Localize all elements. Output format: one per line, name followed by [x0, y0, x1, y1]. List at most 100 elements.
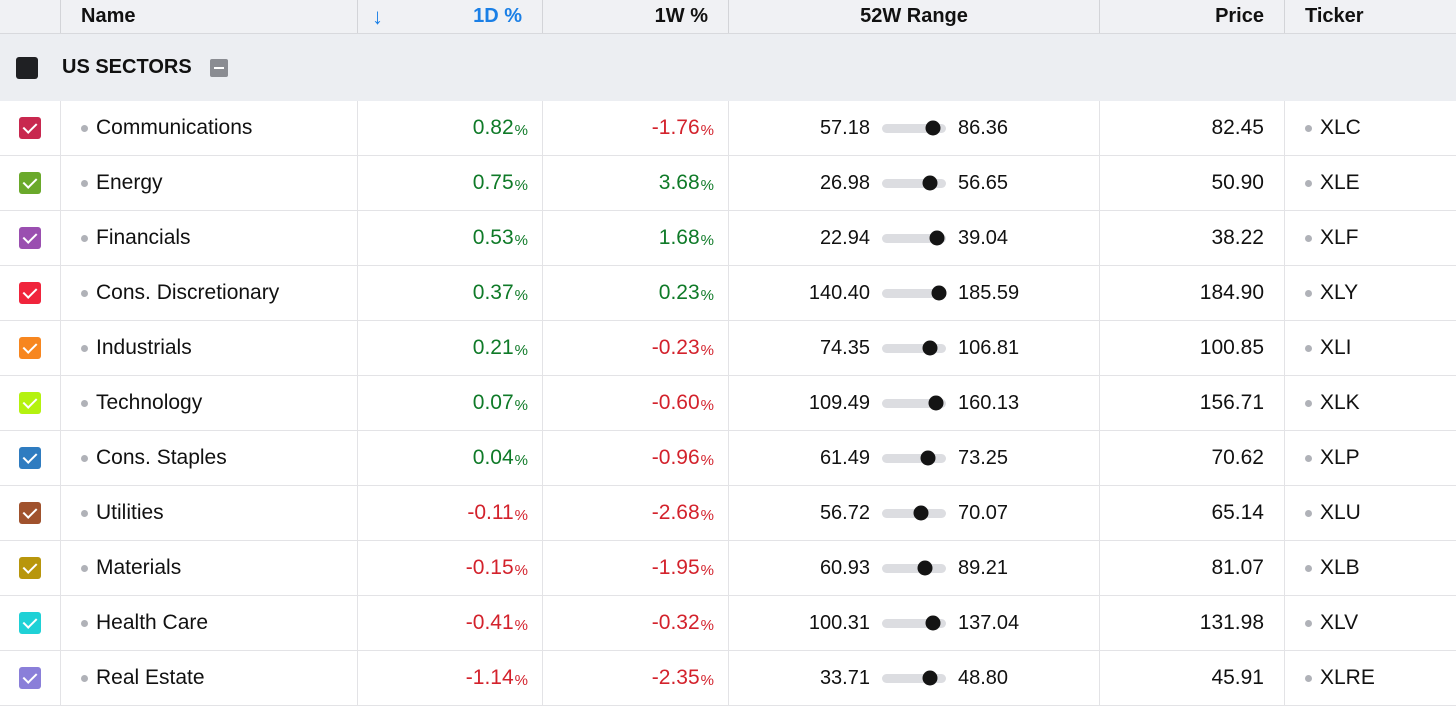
ticker-symbol: XLY: [1320, 281, 1359, 304]
ticker-cell[interactable]: XLP: [1285, 431, 1456, 485]
bullet-icon: [1305, 674, 1312, 682]
row-checkbox[interactable]: [19, 667, 41, 689]
change-1d-cell: -0.11%: [358, 486, 543, 540]
price-value: 100.85: [1199, 336, 1264, 359]
range-track: [882, 560, 946, 576]
group-row-us-sectors: US SECTORS: [0, 34, 1456, 101]
header-select-column: [0, 0, 61, 33]
name-cell[interactable]: Financials: [61, 211, 358, 265]
row-select-cell: [0, 266, 61, 320]
name-cell[interactable]: Communications: [61, 101, 358, 155]
bullet-icon: [1305, 454, 1312, 462]
percent-sign: %: [514, 121, 528, 139]
range-high: 86.36: [958, 116, 1009, 139]
bullet-icon: [1305, 234, 1312, 242]
change-1d-value: -0.41: [465, 611, 514, 634]
table-row[interactable]: Materials -0.15% -1.95% 60.93 89.21 81.0…: [0, 541, 1456, 596]
row-checkbox[interactable]: [19, 282, 41, 304]
header-name[interactable]: Name: [61, 0, 358, 33]
row-checkbox[interactable]: [19, 447, 41, 469]
change-1d-value: 0.07: [472, 391, 514, 414]
ticker-cell[interactable]: XLI: [1285, 321, 1456, 375]
sector-name: Cons. Staples: [96, 446, 227, 469]
percent-sign: %: [514, 176, 528, 194]
change-1w-value: 0.23: [658, 281, 700, 304]
row-select-cell: [0, 596, 61, 650]
change-1w-cell: -0.23%: [543, 321, 729, 375]
table-row[interactable]: Energy 0.75% 3.68% 26.98 56.65 50.90 XLE: [0, 156, 1456, 211]
table-row[interactable]: Financials 0.53% 1.68% 22.94 39.04 38.22…: [0, 211, 1456, 266]
ticker-cell[interactable]: XLC: [1285, 101, 1456, 155]
ticker-cell[interactable]: XLK: [1285, 376, 1456, 430]
range-low: 100.31: [808, 611, 870, 634]
ticker-cell[interactable]: XLU: [1285, 486, 1456, 540]
range-low: 57.18: [819, 116, 870, 139]
table-header: Name ↓ 1D % 1W % 52W Range Price Ticker: [0, 0, 1456, 34]
table-row[interactable]: Communications 0.82% -1.76% 57.18 86.36 …: [0, 101, 1456, 156]
bullet-icon: [81, 344, 88, 352]
percent-sign: %: [700, 121, 714, 139]
sector-name: Materials: [96, 556, 182, 579]
table-row[interactable]: Cons. Staples 0.04% -0.96% 61.49 73.25 7…: [0, 431, 1456, 486]
name-cell[interactable]: Cons. Discretionary: [61, 266, 358, 320]
row-checkbox[interactable]: [19, 392, 41, 414]
name-cell[interactable]: Energy: [61, 156, 358, 210]
row-checkbox[interactable]: [19, 502, 41, 524]
row-checkbox[interactable]: [19, 612, 41, 634]
name-cell[interactable]: Health Care: [61, 596, 358, 650]
header-52w-range[interactable]: 52W Range: [729, 0, 1100, 33]
range-position-marker: [913, 505, 929, 521]
checkmark-icon: [22, 119, 38, 134]
price-value: 156.71: [1199, 391, 1264, 414]
row-checkbox[interactable]: [19, 172, 41, 194]
name-cell[interactable]: Real Estate: [61, 651, 358, 705]
table-row[interactable]: Health Care -0.41% -0.32% 100.31 137.04 …: [0, 596, 1456, 651]
header-ticker[interactable]: Ticker: [1285, 0, 1456, 33]
percent-sign: %: [700, 451, 714, 469]
header-range-label: 52W Range: [860, 5, 968, 27]
change-1d-value: -0.11: [467, 501, 514, 524]
table-row[interactable]: Technology 0.07% -0.60% 109.49 160.13 15…: [0, 376, 1456, 431]
ticker-symbol: XLV: [1320, 611, 1359, 634]
name-cell[interactable]: Industrials: [61, 321, 358, 375]
range-position-marker: [931, 285, 947, 301]
percent-sign: %: [700, 396, 714, 414]
row-checkbox[interactable]: [19, 117, 41, 139]
row-checkbox[interactable]: [19, 337, 41, 359]
row-checkbox[interactable]: [19, 227, 41, 249]
price-cell: 184.90: [1100, 266, 1285, 320]
ticker-cell[interactable]: XLRE: [1285, 651, 1456, 705]
range-position-marker: [922, 340, 938, 356]
range-position-marker: [922, 175, 938, 191]
ticker-cell[interactable]: XLF: [1285, 211, 1456, 265]
collapse-minus-icon[interactable]: [209, 58, 228, 77]
row-select-cell: [0, 321, 61, 375]
range-position-marker: [928, 395, 944, 411]
table-row[interactable]: Utilities -0.11% -2.68% 56.72 70.07 65.1…: [0, 486, 1456, 541]
name-cell[interactable]: Utilities: [61, 486, 358, 540]
name-cell[interactable]: Cons. Staples: [61, 431, 358, 485]
header-price[interactable]: Price: [1100, 0, 1285, 33]
bullet-icon: [1305, 179, 1312, 187]
checkmark-icon: [22, 284, 38, 299]
header-1d-percent[interactable]: ↓ 1D %: [358, 0, 543, 33]
table-row[interactable]: Industrials 0.21% -0.23% 74.35 106.81 10…: [0, 321, 1456, 376]
percent-sign: %: [700, 671, 714, 689]
ticker-cell[interactable]: XLY: [1285, 266, 1456, 320]
row-select-cell: [0, 486, 61, 540]
range-cell: 22.94 39.04: [729, 211, 1100, 265]
row-checkbox[interactable]: [19, 557, 41, 579]
table-row[interactable]: Real Estate -1.14% -2.35% 33.71 48.80 45…: [0, 651, 1456, 706]
group-checkbox[interactable]: [16, 56, 38, 79]
ticker-cell[interactable]: XLV: [1285, 596, 1456, 650]
header-1w-percent[interactable]: 1W %: [543, 0, 729, 33]
ticker-cell[interactable]: XLB: [1285, 541, 1456, 595]
range-low: 140.40: [808, 281, 870, 304]
name-cell[interactable]: Materials: [61, 541, 358, 595]
bullet-icon: [81, 179, 88, 187]
header-price-label: Price: [1215, 5, 1264, 27]
ticker-cell[interactable]: XLE: [1285, 156, 1456, 210]
table-body: Communications 0.82% -1.76% 57.18 86.36 …: [0, 101, 1456, 706]
table-row[interactable]: Cons. Discretionary 0.37% 0.23% 140.40 1…: [0, 266, 1456, 321]
name-cell[interactable]: Technology: [61, 376, 358, 430]
